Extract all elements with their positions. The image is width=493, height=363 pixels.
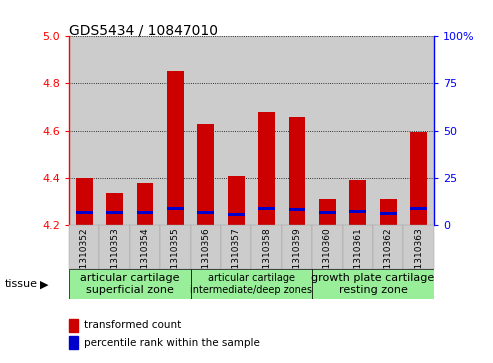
Text: GSM1310362: GSM1310362: [384, 227, 393, 288]
FancyBboxPatch shape: [69, 269, 191, 299]
Text: GSM1310355: GSM1310355: [171, 227, 180, 288]
Bar: [380, 212, 396, 215]
Bar: [106, 193, 123, 225]
FancyBboxPatch shape: [312, 225, 343, 269]
Text: percentile rank within the sample: percentile rank within the sample: [84, 338, 259, 348]
FancyBboxPatch shape: [251, 225, 282, 269]
FancyBboxPatch shape: [69, 225, 100, 269]
Text: GDS5434 / 10847010: GDS5434 / 10847010: [69, 24, 218, 38]
Bar: [167, 70, 184, 225]
FancyBboxPatch shape: [343, 225, 373, 269]
Bar: [289, 208, 305, 211]
Bar: [350, 210, 366, 213]
Bar: [228, 213, 245, 216]
Bar: [319, 211, 336, 215]
Bar: [258, 112, 275, 225]
Bar: [69, 319, 78, 332]
Bar: [289, 117, 305, 225]
FancyBboxPatch shape: [221, 225, 251, 269]
Bar: [198, 124, 214, 225]
FancyBboxPatch shape: [312, 269, 434, 299]
FancyBboxPatch shape: [130, 225, 160, 269]
Bar: [106, 211, 123, 215]
Bar: [350, 180, 366, 225]
FancyBboxPatch shape: [100, 225, 130, 269]
FancyBboxPatch shape: [282, 225, 312, 269]
Bar: [410, 132, 427, 225]
Text: articular cartilage
intermediate/deep zones: articular cartilage intermediate/deep zo…: [190, 273, 313, 295]
Bar: [228, 176, 245, 225]
Text: GSM1310363: GSM1310363: [414, 227, 423, 288]
Bar: [76, 178, 93, 225]
Text: ▶: ▶: [40, 279, 49, 289]
Text: growth plate cartilage
resting zone: growth plate cartilage resting zone: [312, 273, 435, 295]
Text: GSM1310358: GSM1310358: [262, 227, 271, 288]
Text: GSM1310356: GSM1310356: [201, 227, 211, 288]
Bar: [137, 183, 153, 225]
Text: GSM1310360: GSM1310360: [323, 227, 332, 288]
Text: GSM1310361: GSM1310361: [353, 227, 362, 288]
Bar: [258, 207, 275, 210]
Text: tissue: tissue: [5, 279, 38, 289]
Text: GSM1310354: GSM1310354: [141, 227, 149, 288]
Bar: [380, 199, 396, 225]
FancyBboxPatch shape: [373, 225, 403, 269]
Text: GSM1310359: GSM1310359: [292, 227, 302, 288]
Text: GSM1310357: GSM1310357: [232, 227, 241, 288]
Text: articular cartilage
superficial zone: articular cartilage superficial zone: [80, 273, 179, 295]
FancyBboxPatch shape: [191, 225, 221, 269]
Text: GSM1310352: GSM1310352: [80, 227, 89, 288]
Text: transformed count: transformed count: [84, 320, 181, 330]
Bar: [198, 211, 214, 215]
Bar: [137, 211, 153, 215]
Bar: [410, 207, 427, 211]
Bar: [76, 211, 93, 215]
Bar: [319, 199, 336, 225]
Text: GSM1310353: GSM1310353: [110, 227, 119, 288]
FancyBboxPatch shape: [191, 269, 312, 299]
FancyBboxPatch shape: [403, 225, 434, 269]
Bar: [167, 207, 184, 210]
Bar: [69, 336, 78, 349]
FancyBboxPatch shape: [160, 225, 191, 269]
